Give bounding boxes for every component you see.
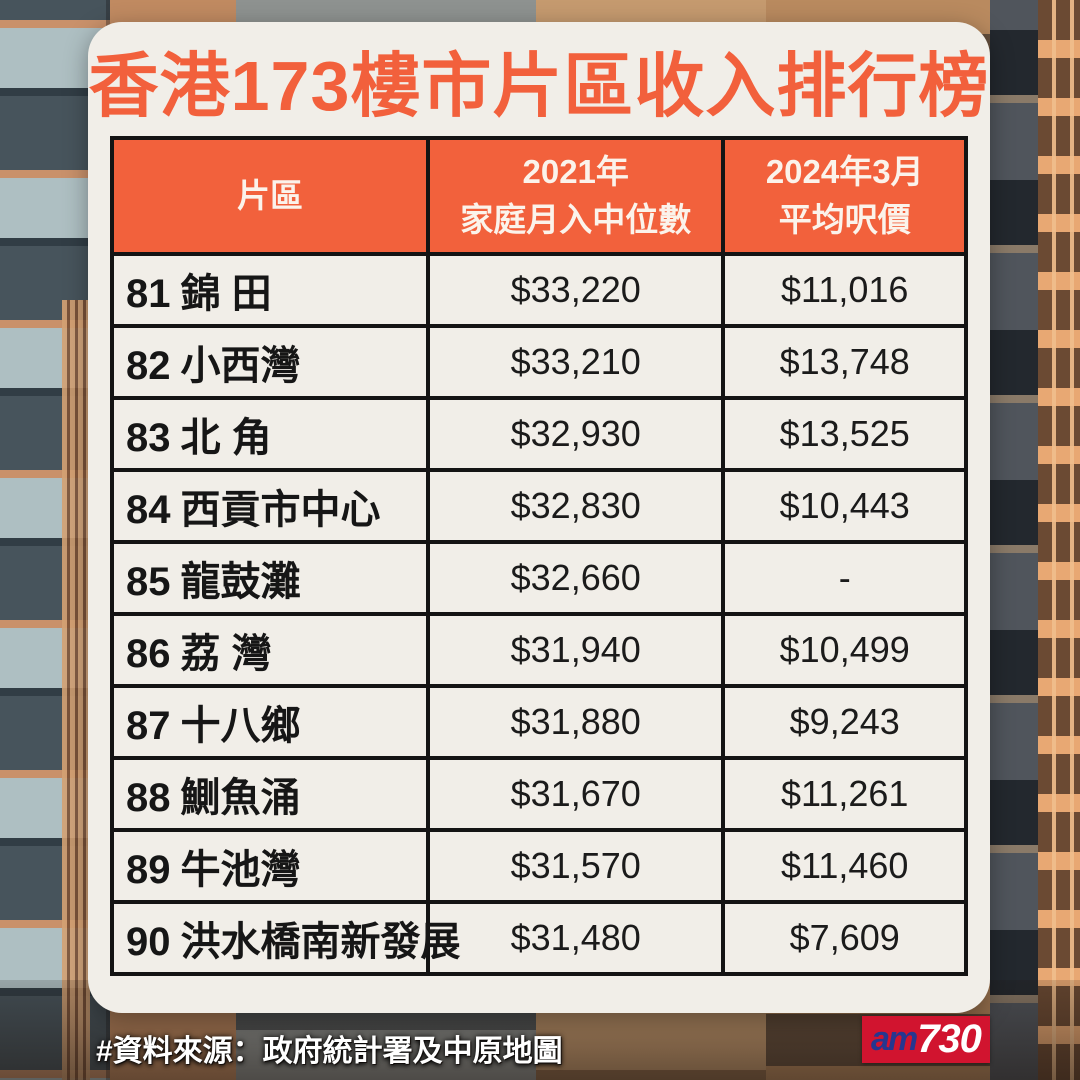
table-row: 83 北 角 $32,930 $13,525 [110, 396, 968, 472]
header-income-line2: 家庭月入中位數 [460, 201, 692, 238]
background-building-right-dark [990, 0, 1038, 1080]
price-cell: $10,443 [721, 468, 968, 544]
header-price: 2024年3月 平均呎價 [721, 136, 968, 256]
district-name: 龍鼓灘 [180, 560, 301, 604]
district-cell: 87 十八鄉 [110, 684, 430, 760]
table-row: 81 錦 田 $33,220 $11,016 [110, 252, 968, 328]
rank: 89 [126, 848, 171, 892]
income-cell: $32,660 [425, 540, 726, 616]
income-cell: $31,670 [425, 756, 726, 832]
district-cell: 90 洪水橋南新發展 [110, 900, 461, 976]
am730-logo: am 730 [862, 1016, 990, 1063]
price-cell: $13,525 [721, 396, 968, 472]
ranking-table: 片區 2021年 家庭月入中位數 2024年3月 平均呎價 81 錦 田 $33,… [110, 136, 968, 976]
table-row: 85 龍鼓灘 $32,660 - [110, 540, 968, 616]
table-row: 89 牛池灣 $31,570 $11,460 [110, 828, 968, 904]
price-cell: $7,609 [721, 900, 968, 976]
income-cell: $31,480 [425, 900, 726, 976]
price-cell: - [721, 540, 968, 616]
price-cell: $11,261 [721, 756, 968, 832]
price-cell: $9,243 [721, 684, 968, 760]
header-price-line2: 平均呎價 [778, 201, 911, 238]
rank: 81 [126, 272, 171, 316]
district-cell: 85 龍鼓灘 [110, 540, 430, 616]
header-district: 片區 [110, 136, 430, 256]
price-cell: $10,499 [721, 612, 968, 688]
header-district-label: 片區 [236, 177, 303, 215]
district-name: 鰂魚涌 [180, 776, 301, 820]
am730-logo-am: am [871, 1020, 918, 1058]
rank: 84 [126, 488, 171, 532]
income-cell: $31,940 [425, 612, 726, 688]
table-row: 87 十八鄉 $31,880 $9,243 [110, 684, 968, 760]
table-row: 88 鰂魚涌 $31,670 $11,261 [110, 756, 968, 832]
rank: 82 [126, 344, 171, 388]
district-name: 洪水橋南新發展 [180, 920, 461, 964]
table-header: 片區 2021年 家庭月入中位數 2024年3月 平均呎價 [110, 136, 968, 256]
income-cell: $31,570 [425, 828, 726, 904]
source-note: #資料來源：政府統計署及中原地圖 [96, 1035, 563, 1068]
table-row: 86 荔 灣 $31,940 $10,499 [110, 612, 968, 688]
header-income-line1: 2021年 [522, 153, 629, 191]
background-building-right-orange [1038, 0, 1080, 1080]
table-row: 82 小西灣 $33,210 $13,748 [110, 324, 968, 400]
income-cell: $33,220 [425, 252, 726, 328]
district-name: 十八鄉 [180, 704, 301, 748]
district-cell: 83 北 角 [110, 396, 430, 472]
rank: 85 [126, 560, 171, 604]
income-cell: $33,210 [425, 324, 726, 400]
background-balcony-slats [62, 300, 90, 1080]
district-cell: 86 荔 灣 [110, 612, 430, 688]
district-name: 北 角 [180, 416, 272, 460]
income-cell: $32,930 [425, 396, 726, 472]
rank: 86 [126, 632, 171, 676]
price-cell: $11,460 [721, 828, 968, 904]
rank: 87 [126, 704, 171, 748]
header-price-line1: 2024年3月 [765, 153, 924, 191]
district-cell: 81 錦 田 [110, 252, 430, 328]
rank: 88 [126, 776, 171, 820]
district-cell: 82 小西灣 [110, 324, 430, 400]
page-title: 香港173樓市片區收入排行榜 [88, 47, 990, 125]
district-cell: 88 鰂魚涌 [110, 756, 430, 832]
district-name: 小西灣 [180, 344, 301, 388]
district-name: 錦 田 [180, 272, 272, 316]
infographic-card: 香港173樓市片區收入排行榜 片區 2021年 家庭月入中位數 2024年3月 … [88, 22, 990, 1013]
district-name: 西貢市中心 [180, 488, 381, 532]
district-cell: 89 牛池灣 [110, 828, 430, 904]
income-cell: $31,880 [425, 684, 726, 760]
table-row: 90 洪水橋南新發展 $31,480 $7,609 [110, 900, 968, 976]
header-income: 2021年 家庭月入中位數 [425, 136, 726, 256]
district-cell: 84 西貢市中心 [110, 468, 430, 544]
district-name: 荔 灣 [180, 632, 272, 676]
rank: 90 [126, 920, 171, 964]
price-cell: $13,748 [721, 324, 968, 400]
income-cell: $32,830 [425, 468, 726, 544]
am730-logo-730: 730 [917, 1017, 982, 1061]
rank: 83 [126, 416, 171, 460]
price-cell: $11,016 [721, 252, 968, 328]
district-name: 牛池灣 [180, 848, 301, 892]
table-row: 84 西貢市中心 $32,830 $10,443 [110, 468, 968, 544]
